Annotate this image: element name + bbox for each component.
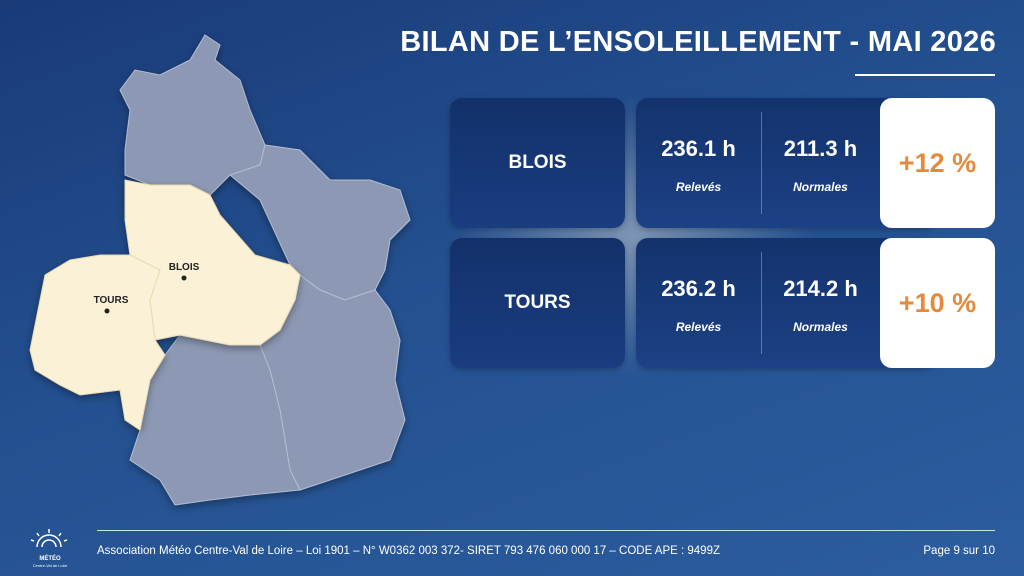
logo (30, 529, 68, 548)
difference-card: +10 % (880, 238, 995, 368)
footer-text: Association Météo Centre-Val de Loire – … (97, 545, 720, 557)
logo-text: MÉTÉO (39, 556, 61, 562)
separator (761, 252, 762, 354)
title: BILAN DE L’ENSOLEILLEMENT - MAI 2026 (400, 26, 996, 58)
city-dot (104, 308, 110, 314)
footer-rule (97, 530, 995, 531)
releves-label: Relevés (675, 320, 722, 334)
logo-text: Centre-Val de Loire (32, 563, 68, 568)
normales-label: Normales (793, 320, 848, 334)
city-card: TOURS (450, 238, 625, 368)
map-label: BLOIS (169, 262, 200, 273)
normales-label: Normales (793, 180, 848, 194)
releves-value: 236.1 h (661, 136, 736, 161)
page-number: Page 9 sur 10 (923, 545, 995, 557)
region-highlight (29, 254, 166, 431)
normales-value: 211.3 h (783, 136, 858, 161)
separator (761, 112, 762, 214)
city-dot (181, 275, 187, 281)
map: BLOIS TOURS (29, 34, 411, 506)
normales-value: 214.2 h (783, 276, 858, 301)
difference-card: +12 % (880, 98, 995, 228)
releves-value: 236.2 h (661, 276, 736, 301)
title-rule (855, 74, 995, 76)
map-label: TOURS (94, 295, 129, 306)
releves-label: Relevés (675, 180, 722, 194)
city-card: BLOIS (450, 98, 625, 228)
